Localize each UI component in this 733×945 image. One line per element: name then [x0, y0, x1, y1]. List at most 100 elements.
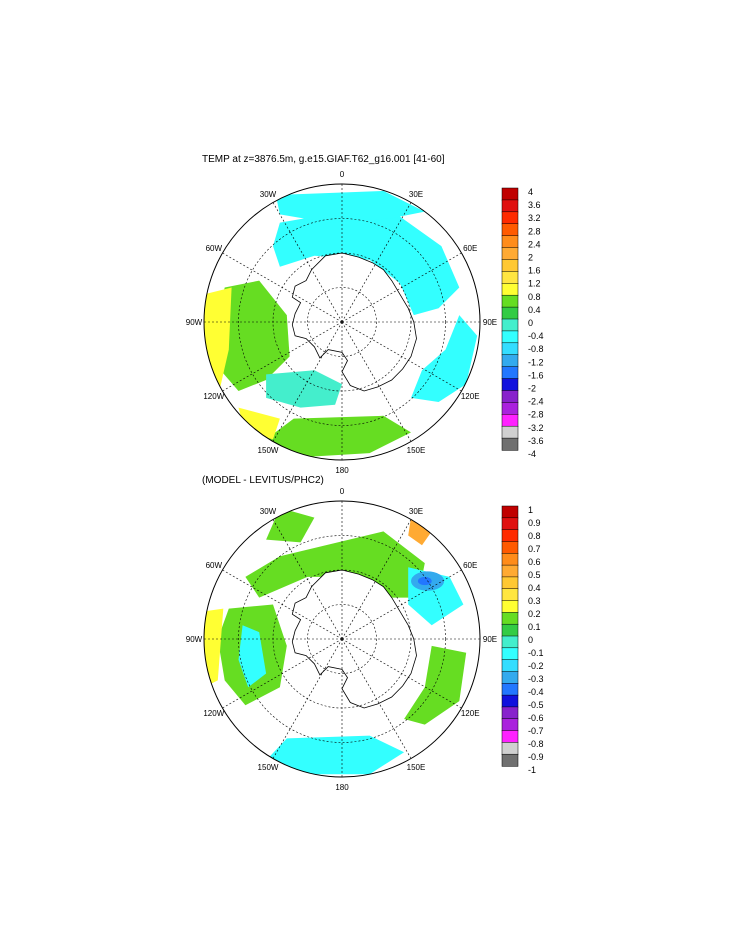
lon-label: 60E	[463, 244, 477, 253]
colorbar-label: 0.2	[528, 609, 541, 619]
colorbar-swatch	[501, 366, 519, 380]
colorbar-1: 4 3.6 3.2 2.8 2.4 2 1.6 1.2 0.8 0.4 0 -0.4 -0.8 -1.2 -…	[501, 187, 544, 459]
field-sw-yellow	[238, 407, 280, 440]
colorbar-swatch	[501, 529, 519, 543]
colorbar-swatch	[501, 378, 519, 392]
colorbar-label: 1.6	[528, 266, 541, 276]
colorbar-label: -0.4	[528, 331, 544, 341]
lon-label: 150E	[407, 763, 426, 772]
field-pacific-green	[215, 280, 290, 391]
lon-label: 90E	[483, 318, 497, 327]
colorbar-swatch	[501, 283, 519, 296]
field-anomaly-core	[417, 576, 432, 586]
lon-label: 120W	[203, 392, 224, 401]
colorbar-label: 0	[528, 318, 533, 328]
colorbar-swatch	[501, 211, 519, 225]
lon-label: 60W	[206, 561, 223, 570]
colorbar-label: 0.8	[528, 292, 541, 302]
colorbar-swatch	[501, 694, 519, 708]
colorbar-label: -0.8	[528, 344, 544, 354]
colorbar-label: 2.4	[528, 239, 541, 249]
map-border	[203, 500, 481, 778]
lon-label: 120E	[461, 392, 480, 401]
colorbar-swatch	[501, 647, 519, 661]
colorbar-label: -0.7	[528, 726, 544, 736]
colorbar-swatch	[501, 402, 519, 415]
colorbar-label: -4	[528, 449, 536, 459]
colorbar-swatch	[501, 659, 519, 673]
colorbar-label: -0.1	[528, 648, 544, 658]
lon-label: 150E	[407, 446, 426, 455]
colorbar-label: -1.2	[528, 357, 544, 367]
colorbar-label: 0.4	[528, 305, 541, 315]
colorbar-swatch	[501, 600, 519, 613]
colorbar-swatch	[501, 259, 519, 273]
lon-label: 30E	[409, 190, 423, 199]
lon-label: 30W	[260, 190, 277, 199]
colorbar-label: -3.6	[528, 436, 544, 446]
lon-label: 30W	[260, 507, 277, 516]
colorbar-swatch	[501, 330, 519, 344]
field-south-green	[266, 415, 411, 458]
colorbar-label: 0.5	[528, 570, 541, 580]
colorbar-label: -0.6	[528, 713, 544, 723]
colorbar-label: -1	[528, 765, 536, 775]
colorbar-swatch	[501, 390, 519, 404]
colorbar-label: -0.3	[528, 674, 544, 684]
colorbar-swatch	[501, 541, 519, 554]
map-panel-2: 0 30E 60E 90E 120E 150E 180 150W 120W 90W 60W 30W	[186, 487, 497, 792]
colorbar-label: -2.8	[528, 410, 544, 420]
colorbar-swatch	[501, 199, 519, 213]
colorbar-label: -2	[528, 384, 536, 394]
graticule	[204, 501, 480, 777]
field-ross-cyan	[266, 370, 342, 408]
field-west-yellow	[204, 287, 232, 405]
lon-label: 180	[335, 466, 349, 475]
colorbar-swatch	[501, 235, 519, 249]
colorbar-swatch	[501, 294, 519, 308]
colorbar-swatch	[501, 306, 519, 320]
lon-label: 180	[335, 783, 349, 792]
colorbar-swatch	[501, 354, 519, 368]
colorbar-label: 0.7	[528, 544, 541, 554]
colorbar-swatch	[501, 553, 519, 566]
lon-label: 30E	[409, 507, 423, 516]
colorbar-label: 2	[528, 253, 533, 263]
colorbar-label: 0.9	[528, 518, 541, 528]
colorbar-swatch	[501, 718, 519, 732]
colorbar-swatch	[501, 247, 519, 261]
graticule	[204, 184, 480, 460]
colorbar-label: 0.1	[528, 622, 541, 632]
colorbar-swatch	[501, 623, 519, 637]
lon-label: 150W	[258, 763, 279, 772]
lon-label: 90W	[186, 318, 203, 327]
colorbar-swatch	[501, 742, 519, 755]
colorbar-swatch	[501, 437, 519, 451]
lon-label: 60W	[206, 244, 223, 253]
colorbar-swatch	[501, 635, 519, 649]
lon-label: 60E	[463, 561, 477, 570]
map-border	[203, 183, 481, 461]
colorbar-label: -0.9	[528, 752, 544, 762]
lon-label: 90E	[483, 635, 497, 644]
colorbar-swatch	[501, 706, 519, 720]
lon-label: 120W	[203, 709, 224, 718]
colorbar-swatch	[501, 730, 519, 743]
colorbar-label: -0.4	[528, 687, 544, 697]
colorbar-swatch	[501, 671, 519, 684]
colorbar-label: 1	[528, 505, 533, 515]
colorbar-label: 0.6	[528, 557, 541, 567]
colorbar-label: 2.8	[528, 226, 541, 236]
lon-label: 120E	[461, 709, 480, 718]
panel-2-title: (MODEL - LEVITUS/PHC2)	[202, 475, 324, 486]
colorbar-label: 3.6	[528, 200, 541, 210]
colorbar-swatch	[501, 425, 519, 439]
colorbar-swatch	[501, 342, 519, 356]
colorbar-swatch	[501, 505, 519, 519]
lon-label: 0	[340, 487, 345, 496]
colorbar-label: 0.8	[528, 531, 541, 541]
field-indian-green	[404, 645, 467, 725]
field-north-cyan	[275, 190, 425, 223]
colorbar-label: -0.5	[528, 700, 544, 710]
